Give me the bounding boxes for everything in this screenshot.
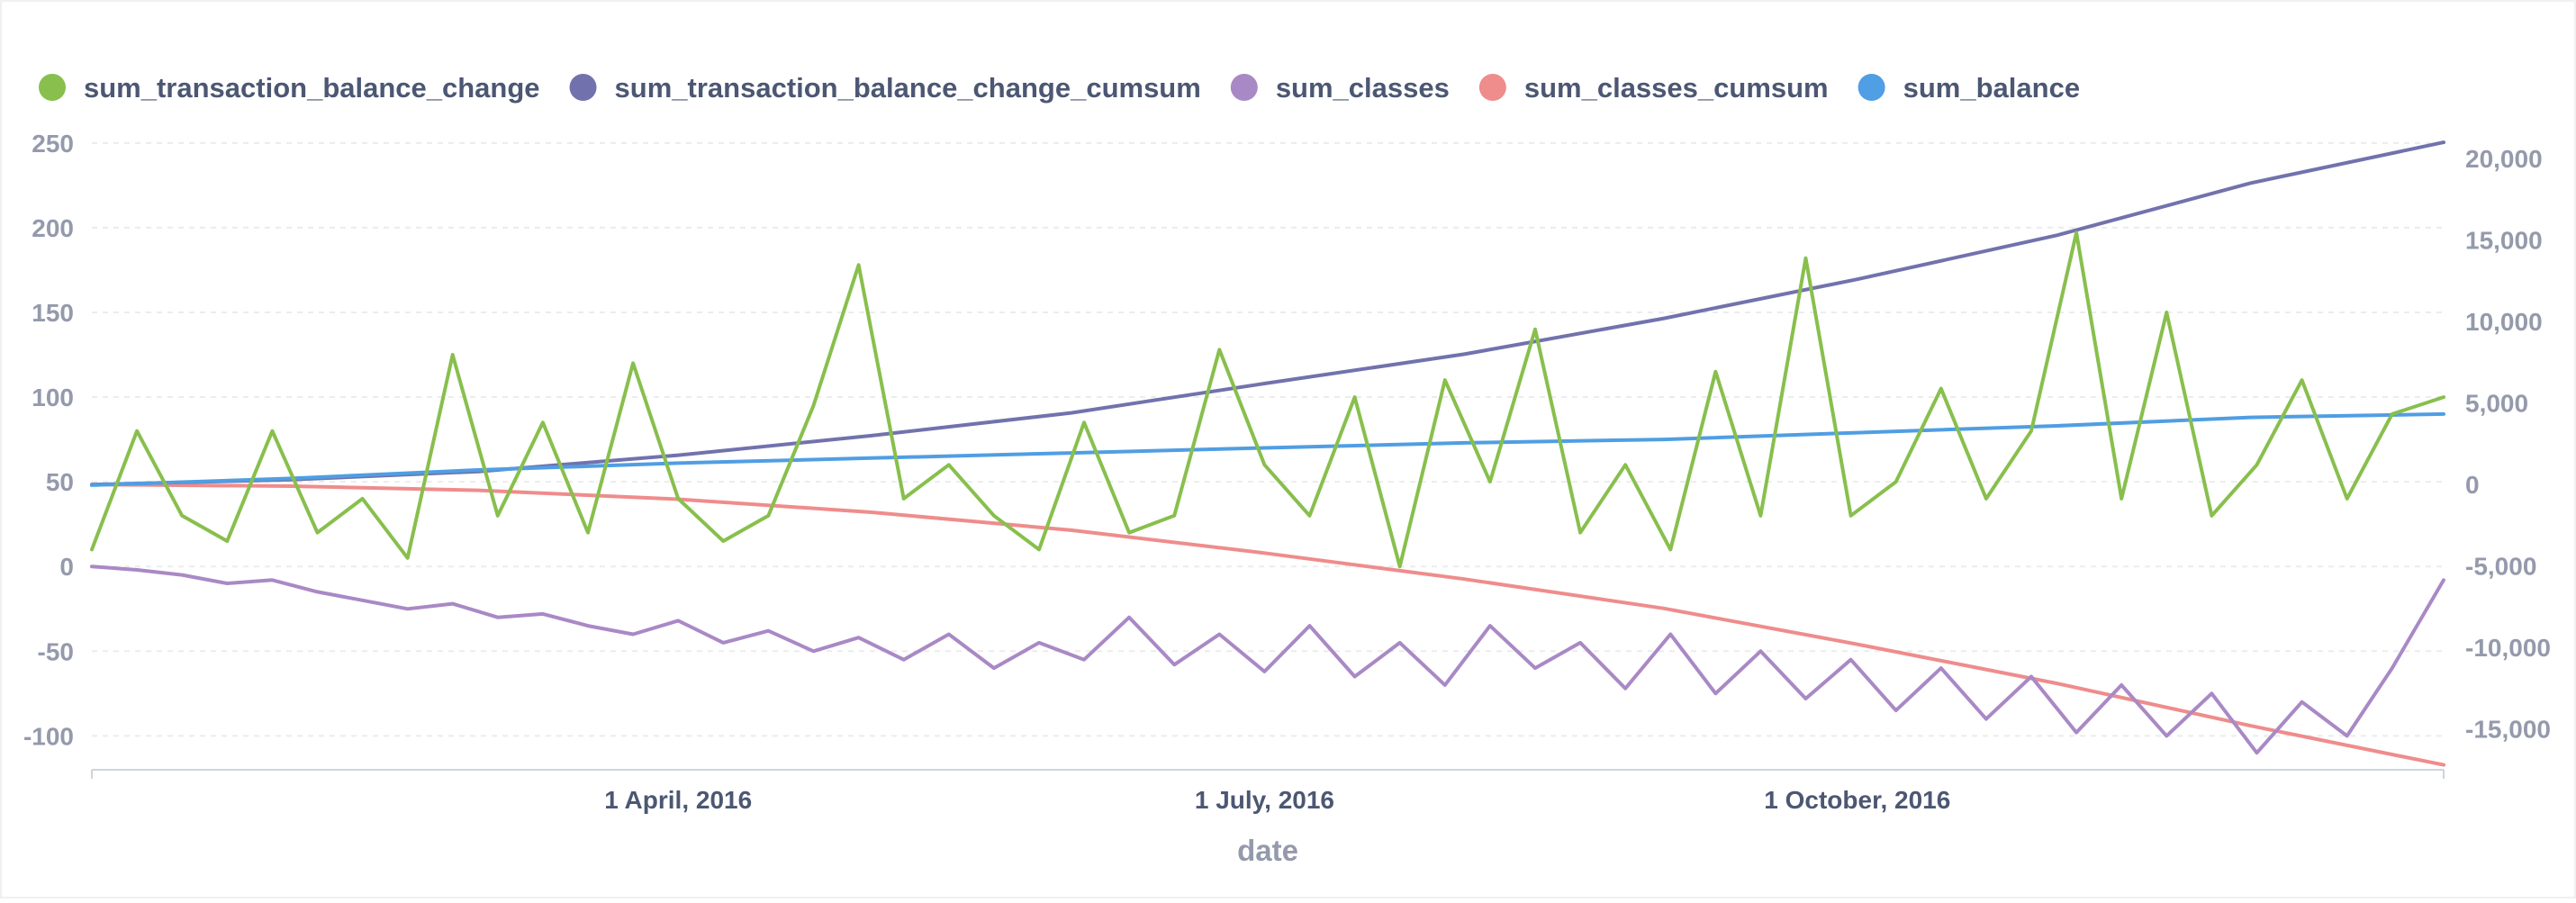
legend-label: sum_classes <box>1276 72 1450 104</box>
legend-item[interactable]: sum_classes <box>1230 72 1450 104</box>
x-tick-label: 1 April, 2016 <box>604 786 752 814</box>
y-left-tick-label: 250 <box>32 130 74 158</box>
gridlines <box>92 141 2444 737</box>
x-tick-label: 1 October, 2016 <box>1764 786 1950 814</box>
x-axis-title: date <box>1237 834 1298 867</box>
y-left-tick-label: 150 <box>32 299 74 327</box>
legend-swatch-icon <box>1230 74 1258 101</box>
y-right-tick-label: -10,000 <box>2465 634 2551 662</box>
y-left-tick-label: -100 <box>23 722 74 750</box>
x-tick-label: 1 July, 2016 <box>1195 786 1334 814</box>
y-right-tick-label: 20,000 <box>2465 145 2543 173</box>
y-right-tick-label: 10,000 <box>2465 308 2543 336</box>
series-line-sum-classes-cumsum <box>90 483 2445 767</box>
series-line-sum-balance <box>90 411 2445 487</box>
series-lines <box>90 140 2445 767</box>
y-right-tick-label: 0 <box>2465 471 2480 499</box>
legend-item[interactable]: sum_balance <box>1857 72 2080 104</box>
legend-swatch-icon <box>39 74 66 101</box>
legend-label: sum_transaction_balance_change <box>84 72 540 104</box>
y-right-tick-label: 15,000 <box>2465 227 2543 255</box>
y-right-tick-label: -15,000 <box>2465 716 2551 744</box>
legend-label: sum_transaction_balance_change_cumsum <box>615 72 1201 104</box>
y-left-tick-label: 100 <box>32 384 74 411</box>
legend-item[interactable]: sum_classes_cumsum <box>1478 72 1829 104</box>
legend-swatch-icon <box>1478 74 1506 101</box>
legend-item[interactable]: sum_transaction_balance_change <box>39 72 540 104</box>
y-left-tick-label: 0 <box>59 553 74 581</box>
legend-swatch-icon <box>569 74 597 101</box>
y-left-tick-label: 200 <box>32 214 74 242</box>
legend-item[interactable]: sum_transaction_balance_change_cumsum <box>569 72 1201 104</box>
legend-swatch-icon <box>1857 74 1885 101</box>
y-right-tick-label: -5,000 <box>2465 553 2536 581</box>
y-right-tick-label: 5,000 <box>2465 390 2528 418</box>
legend-label: sum_classes_cumsum <box>1524 72 1829 104</box>
series-line-sum-transaction-balance-change <box>90 230 2445 569</box>
legend-label: sum_balance <box>1903 72 2080 104</box>
legend: sum_transaction_balance_change sum_transa… <box>39 72 2080 104</box>
series-line-sum-classes <box>90 564 2445 755</box>
axes: -100 -50 0 50 100 150 200 250 -15,000 -10,000 -5,0… <box>23 130 2551 867</box>
y-left-tick-label: -50 <box>38 637 74 665</box>
y-left-tick-label: 50 <box>46 468 74 496</box>
